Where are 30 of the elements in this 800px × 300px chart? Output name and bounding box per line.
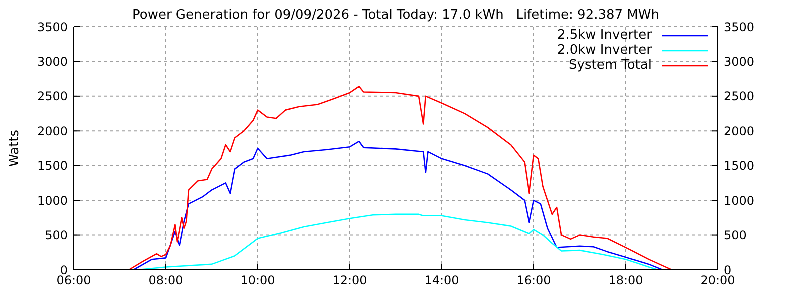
x-tick-label: 18:00 bbox=[608, 274, 644, 288]
y2-tick-label: 500 bbox=[724, 228, 747, 243]
y-tick-label: 500 bbox=[45, 228, 68, 243]
x-tick-label: 14:00 bbox=[424, 274, 460, 288]
x-tick-label: 12:00 bbox=[332, 274, 368, 288]
y-tick-label: 1000 bbox=[37, 194, 68, 208]
y2-tick-label: 3000 bbox=[724, 54, 755, 69]
chart-title: Power Generation for 09/09/2026 - Total Today: 17.0 kWh Lifetime: 92.387 MWh bbox=[132, 8, 660, 23]
y-tick-label: 3000 bbox=[37, 54, 68, 69]
y-tick-label: 1500 bbox=[37, 159, 68, 174]
x-tick-label: 20:00 bbox=[700, 274, 736, 288]
y-tick-label: 3500 bbox=[37, 20, 68, 34]
y2-tick-label: 3500 bbox=[724, 20, 755, 34]
y2-tick-label: 2500 bbox=[724, 90, 755, 104]
line-series bbox=[138, 214, 659, 270]
line-series bbox=[128, 86, 673, 270]
y2-tick-label: 2000 bbox=[724, 124, 755, 138]
x-tick-label: 16:00 bbox=[516, 274, 552, 288]
legend-label: 2.5kw Inverter bbox=[557, 28, 652, 43]
legend-label: 2.0kw Inverter bbox=[557, 43, 652, 58]
x-tick-label: 08:00 bbox=[148, 274, 184, 288]
line-series bbox=[133, 140, 664, 270]
y2-tick-label: 1500 bbox=[724, 159, 755, 174]
y2-tick-label: 1000 bbox=[724, 194, 755, 208]
x-tick-label: 10:00 bbox=[240, 274, 276, 288]
y-tick-label: 2000 bbox=[37, 124, 68, 138]
legend-label: System Total bbox=[569, 58, 652, 73]
x-tick-label: 06:00 bbox=[56, 274, 92, 288]
y-tick-label: 2500 bbox=[37, 90, 68, 104]
y-axis-title: Watts bbox=[8, 130, 23, 167]
